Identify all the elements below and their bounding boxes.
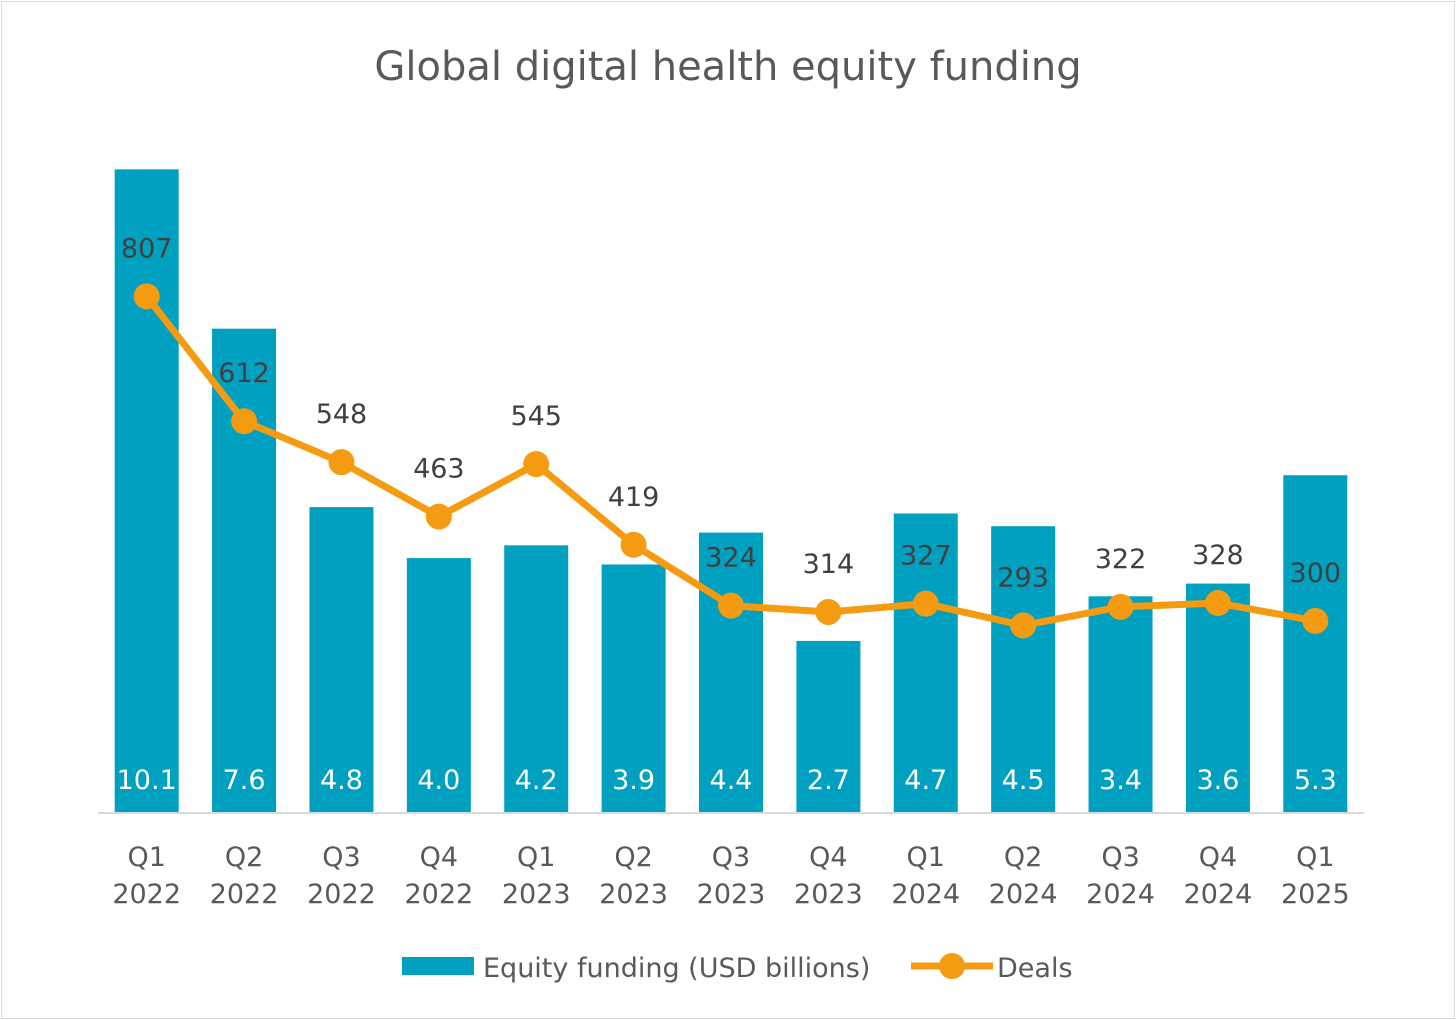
bar-series xyxy=(114,169,1348,813)
bar-2 xyxy=(309,507,374,813)
x-tick-label-4: Q1 2023 xyxy=(502,842,571,910)
deal-value-label-10: 322 xyxy=(1095,544,1147,575)
deals-marker-3 xyxy=(425,503,452,530)
x-tick-label-3: Q4 2022 xyxy=(404,842,473,910)
bar-12 xyxy=(1283,475,1348,813)
deal-value-label-4: 545 xyxy=(510,401,562,432)
x-tick-label-1: Q2 2022 xyxy=(210,842,279,910)
bar-7 xyxy=(796,640,861,813)
bar-4 xyxy=(504,545,569,813)
x-tick-label-6: Q3 2023 xyxy=(697,842,766,910)
x-tick-label-9: Q2 2024 xyxy=(989,842,1058,910)
deal-value-label-2: 548 xyxy=(316,399,368,430)
deal-value-label-1: 612 xyxy=(218,358,270,389)
bar-11 xyxy=(1185,583,1250,813)
deals-marker-5 xyxy=(620,531,647,558)
bar-value-label-4: 4.2 xyxy=(515,765,558,796)
deals-marker-7 xyxy=(815,598,842,625)
deal-value-label-8: 327 xyxy=(900,541,952,572)
deal-value-label-3: 463 xyxy=(413,454,465,485)
chart-title: Global digital health equity funding xyxy=(374,44,1081,90)
bar-5 xyxy=(601,564,666,813)
legend: Equity funding (USD billions) Deals xyxy=(402,953,1073,984)
deals-marker-11 xyxy=(1204,590,1231,617)
deals-marker-10 xyxy=(1107,593,1134,620)
legend-swatch-deals-marker xyxy=(939,953,965,979)
legend-swatch-equity-funding xyxy=(402,957,474,975)
bar-0 xyxy=(114,169,179,813)
bar-value-label-8: 4.7 xyxy=(904,765,947,796)
bar-value-label-3: 4.0 xyxy=(417,765,460,796)
deals-marker-6 xyxy=(718,592,744,619)
deal-value-label-7: 314 xyxy=(803,549,855,580)
bar-8 xyxy=(893,513,958,813)
deals-marker-1 xyxy=(231,408,258,435)
bar-value-label-0: 10.1 xyxy=(117,765,177,796)
x-tick-label-12: Q1 2025 xyxy=(1281,842,1350,910)
x-tick-label-10: Q3 2024 xyxy=(1086,842,1155,910)
bar-value-labels: 10.1 7.6 4.8 4.0 4.2 3.9 4.4 2.7 4.7 4.5 3.4 3.6 5.3 xyxy=(117,765,1337,796)
x-tick-label-0: Q1 2022 xyxy=(112,842,181,910)
x-tick-label-11: Q4 2024 xyxy=(1184,842,1253,910)
bar-6 xyxy=(699,532,763,813)
bar-1 xyxy=(212,328,277,813)
bar-9 xyxy=(991,526,1056,813)
deals-line-series xyxy=(133,283,1329,639)
bar-value-label-2: 4.8 xyxy=(320,765,363,796)
deal-value-label-0: 807 xyxy=(121,233,173,264)
deal-value-label-6: 324 xyxy=(705,543,757,574)
deal-value-label-5: 419 xyxy=(608,482,660,513)
bar-value-label-9: 4.5 xyxy=(1002,765,1045,796)
bar-value-label-12: 5.3 xyxy=(1294,765,1337,796)
deals-marker-12 xyxy=(1302,607,1329,634)
bar-value-label-10: 3.4 xyxy=(1099,765,1142,796)
bar-value-label-6: 4.4 xyxy=(710,765,753,796)
deal-value-labels: 807 612 548 463 545 419 324 314 327 293 322 328 300 xyxy=(121,233,1341,593)
x-tick-label-2: Q3 2022 xyxy=(307,842,376,910)
deal-value-label-12: 300 xyxy=(1290,558,1342,589)
deals-marker-4 xyxy=(523,451,550,478)
bar-value-label-7: 2.7 xyxy=(807,765,850,796)
bar-value-label-1: 7.6 xyxy=(223,765,266,796)
deal-value-label-9: 293 xyxy=(997,562,1049,593)
legend-label-equity-funding: Equity funding (USD billions) xyxy=(483,953,870,984)
legend-label-deals: Deals xyxy=(997,953,1073,984)
bar-value-label-11: 3.6 xyxy=(1196,765,1239,796)
x-axis-tick-labels: Q1 2022 Q2 2022 Q3 2022 Q4 2022 Q1 2023 Q2 2023 Q3 20… xyxy=(112,842,1349,910)
bar-3 xyxy=(406,558,471,813)
deals-marker-8 xyxy=(912,590,939,617)
deals-marker-2 xyxy=(328,449,355,476)
x-tick-label-7: Q4 2023 xyxy=(794,842,863,910)
bar-value-label-5: 3.9 xyxy=(612,765,655,796)
bar-10 xyxy=(1088,596,1153,813)
deal-value-label-11: 328 xyxy=(1192,540,1244,571)
deals-marker-0 xyxy=(133,283,160,310)
x-tick-label-8: Q1 2024 xyxy=(891,842,960,910)
deals-marker-9 xyxy=(1010,612,1037,639)
x-tick-label-5: Q2 2023 xyxy=(599,842,668,910)
